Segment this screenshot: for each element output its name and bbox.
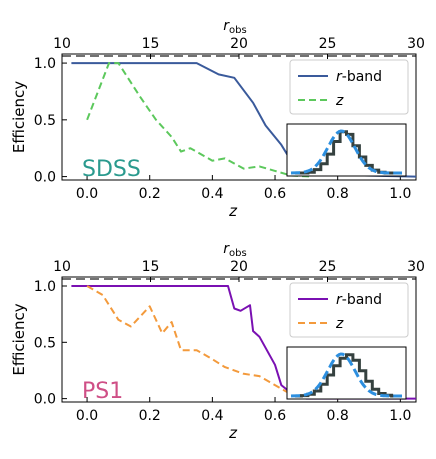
x-tick-label: 0.6	[264, 186, 286, 202]
y-axis-label: Efficiency	[10, 303, 28, 375]
legend-label-name: r	[336, 69, 343, 85]
top-tick-label: 30	[407, 259, 425, 275]
y-tick-label: 0.0	[34, 170, 56, 186]
y-axis-label: Efficiency	[10, 81, 28, 153]
top-tick-label: 20	[230, 36, 248, 52]
x-tick-label: 0.8	[327, 408, 349, 424]
x-tick-label: 0.6	[264, 408, 286, 424]
y-tick-label: 1.0	[34, 56, 56, 72]
legend-label: z	[335, 316, 344, 332]
y-tick-label: 1.0	[34, 279, 56, 295]
y-tick-label: 0.0	[34, 392, 56, 408]
survey-annotation: PS1	[82, 379, 123, 404]
survey-annotation: SDSS	[82, 157, 141, 182]
top-axis-label-main: r	[223, 18, 230, 34]
legend-label-name: z	[335, 93, 344, 109]
x-tick-label: 0.2	[139, 186, 161, 202]
legend-label-name: r	[336, 292, 343, 308]
top-axis-label-sub: obs	[229, 248, 247, 259]
series-line-z	[86, 285, 338, 400]
inset-gaussian-fit	[290, 352, 402, 398]
legend-label: r-band	[336, 292, 382, 308]
y-tick-label: 0.5	[34, 113, 56, 129]
x-tick-label: 0.4	[201, 408, 223, 424]
x-axis-label: z	[228, 202, 238, 220]
top-tick-label: 10	[53, 36, 71, 52]
x-tick-label: 0.2	[139, 408, 161, 424]
legend-label: z	[335, 93, 344, 109]
top-axis-label-sub: obs	[229, 25, 247, 36]
x-tick-label: 1.0	[389, 408, 411, 424]
legend-box	[289, 59, 409, 115]
legend-label-suffix: -band	[342, 69, 382, 85]
top-axis-label: robs	[223, 18, 246, 36]
top-tick-label: 15	[142, 36, 160, 52]
top-tick-label: 25	[319, 36, 337, 52]
inset-histogram	[295, 130, 398, 175]
x-tick-label: 1.0	[389, 186, 411, 202]
legend-box	[289, 282, 409, 338]
inset-gaussian-fit	[290, 129, 402, 175]
top-tick-label: 25	[319, 259, 337, 275]
top-tick-label: 10	[53, 259, 71, 275]
x-axis-label: z	[228, 424, 238, 442]
y-tick-label: 0.5	[34, 335, 56, 351]
top-tick-label: 20	[230, 259, 248, 275]
x-tick-label: 0.4	[201, 186, 223, 202]
top-axis-label-main: r	[223, 241, 230, 257]
x-tick-label: 0.0	[76, 408, 98, 424]
top-axis-label: robs	[223, 241, 246, 259]
series-line-z	[86, 62, 313, 178]
x-tick-label: 0.0	[76, 186, 98, 202]
top-tick-label: 30	[407, 36, 425, 52]
x-tick-label: 0.8	[327, 186, 349, 202]
inset-histogram	[295, 353, 398, 398]
legend-label-suffix: -band	[342, 292, 382, 308]
legend-label-name: z	[335, 316, 344, 332]
top-tick-label: 15	[142, 259, 160, 275]
legend-label: r-band	[336, 69, 382, 85]
